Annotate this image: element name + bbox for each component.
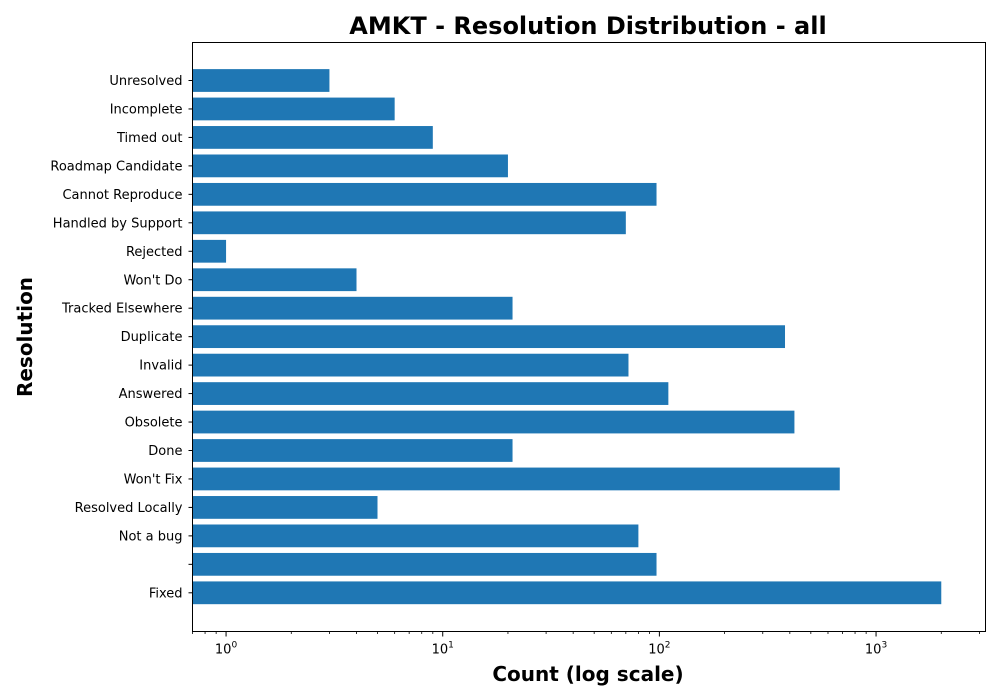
y-tick-label: Duplicate (121, 330, 183, 345)
y-tick-label: Tracked Elsewhere (61, 302, 182, 317)
y-axis-ticks: Fixed Not a bug Resolved Locally Won't Fix D… (50, 74, 193, 601)
y-tick-label: Incomplete (110, 103, 183, 118)
bar (192, 69, 330, 92)
bar (192, 410, 795, 434)
y-tick-label: Timed out (116, 131, 183, 146)
y-tick-label: Not a bug (119, 529, 183, 544)
bar (192, 154, 508, 178)
bars-group (192, 69, 942, 605)
bar (192, 296, 513, 320)
x-tick-label: 102 (648, 641, 670, 658)
y-tick-label: Won't Fix (124, 473, 183, 488)
y-tick-label: Won't Do (123, 273, 182, 288)
bar (192, 268, 357, 292)
y-tick-label: Resolved Locally (75, 501, 183, 516)
bar (192, 467, 840, 491)
y-tick-label: Unresolved (109, 74, 182, 89)
x-tick-label: 103 (865, 641, 887, 658)
y-tick-label: Cannot Reproduce (62, 188, 182, 203)
y-tick-label: Roadmap Candidate (50, 159, 182, 174)
bar (192, 97, 395, 121)
bar (192, 552, 657, 576)
bar (192, 581, 942, 605)
y-tick-label: Obsolete (125, 416, 183, 431)
y-tick-label: Answered (119, 387, 183, 402)
y-tick-label: Invalid (139, 359, 182, 374)
y-tick-label: Rejected (126, 245, 183, 260)
x-axis-title: Count (log scale) (492, 662, 683, 686)
y-tick-label: Handled by Support (53, 216, 183, 231)
bar (192, 353, 629, 377)
bar (192, 211, 626, 235)
bar (192, 524, 639, 548)
bar (192, 126, 433, 149)
y-tick-label: Fixed (149, 586, 183, 601)
chart-title: AMKT - Resolution Distribution - all (349, 12, 826, 40)
bar (192, 182, 657, 206)
y-tick-label: Done (148, 444, 182, 459)
bar (192, 496, 378, 519)
y-axis-title: Resolution (13, 277, 37, 397)
plot-frame (192, 42, 986, 632)
bar (192, 239, 227, 263)
bar (192, 439, 513, 462)
bar (192, 325, 786, 349)
x-axis-ticks: 100 101 102 103 (192, 631, 980, 658)
x-tick-label: 100 (215, 641, 238, 658)
bar (192, 382, 669, 405)
x-tick-label: 101 (432, 641, 454, 658)
